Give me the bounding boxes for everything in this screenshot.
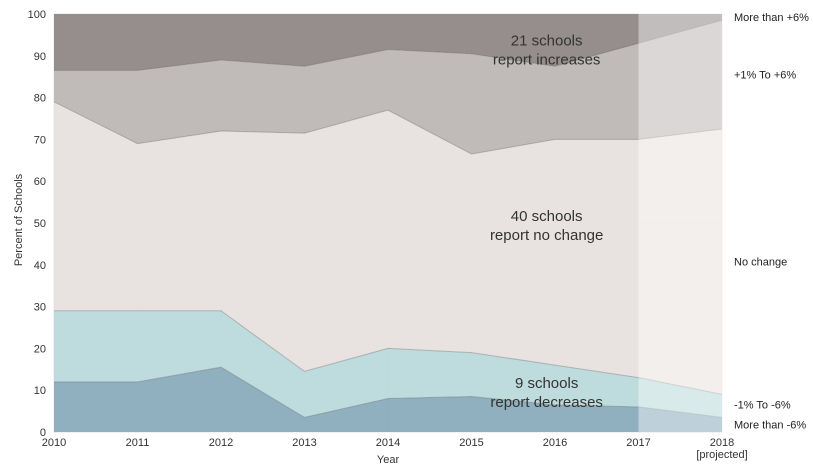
y-tick-label: 90 <box>34 51 46 63</box>
band-label: -1% To -6% <box>734 400 791 412</box>
y-tick-label: 80 <box>34 93 46 105</box>
area-no-change <box>54 101 722 395</box>
projected-region <box>638 13 723 432</box>
legend-band-labels: More than -6% -1% To -6% No change +1% To +… <box>734 12 809 432</box>
y-tick-label: 20 <box>34 343 46 355</box>
y-axis-title: Percent of Schools <box>13 173 25 266</box>
series-boundary-line <box>54 19 723 71</box>
x-tick-label: 2011 <box>126 437 150 449</box>
y-tick-label: 50 <box>34 218 46 230</box>
band-label: More than -6% <box>734 420 806 432</box>
x-axis-title: Year <box>377 454 400 466</box>
annotation-text: report no change <box>490 227 603 244</box>
annotations: 21 schools report increases 40 schools repo… <box>490 32 603 411</box>
area-more-than-6 <box>54 14 722 71</box>
area-bands <box>53 14 723 432</box>
x-tick-label: 2018 <box>710 437 734 449</box>
y-tick-label: 40 <box>34 260 46 272</box>
y-tick-label: 0 <box>40 427 46 439</box>
y-tick-label: 100 <box>28 9 46 21</box>
series-boundary-line <box>53 101 723 155</box>
y-tick-label: 70 <box>34 134 46 146</box>
annotation-text: 21 schools <box>511 32 583 49</box>
x-tick-label: 2015 <box>459 437 483 449</box>
x-axis-ticks: 2010 2011 2012 2013 2014 2015 2016 2017 2018[pro… <box>42 437 748 461</box>
band-label: More than +6% <box>734 12 809 24</box>
annotation-text: report decreases <box>490 394 603 411</box>
y-axis-ticks: 0 10 20 30 40 50 60 70 80 90 100 <box>28 9 46 439</box>
y-tick-label: 10 <box>34 385 46 397</box>
x-tick-sublabel: [projected] <box>696 449 747 461</box>
y-tick-label: 30 <box>34 302 46 314</box>
y-tick-label: 60 <box>34 176 46 188</box>
annotation-text: 40 schools <box>511 208 583 225</box>
area-1-to-6 <box>54 310 722 418</box>
annotation-text: 9 schools <box>515 375 578 392</box>
band-label: +1% To +6% <box>734 70 796 82</box>
x-tick-label: 2017 <box>626 437 650 449</box>
band-label: No change <box>734 257 787 269</box>
area-1-to-6 <box>54 20 722 155</box>
x-tick-label: 2010 <box>42 437 66 449</box>
x-tick-label: 2016 <box>543 437 567 449</box>
x-tick-label: 2012 <box>209 437 233 449</box>
projection-overlay <box>638 13 723 432</box>
x-tick-label: 2014 <box>376 437 400 449</box>
area-more-than-6 <box>54 367 722 432</box>
x-tick-label: 2013 <box>292 437 316 449</box>
series-boundary-line <box>54 310 723 395</box>
annotation-text: report increases <box>493 51 601 68</box>
series-boundary-line <box>54 366 723 418</box>
